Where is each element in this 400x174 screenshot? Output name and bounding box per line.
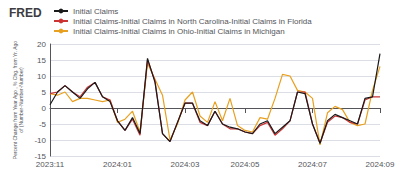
svg-text:of (Number-Number-Number): of (Number-Number-Number) xyxy=(18,67,24,133)
svg-text:15: 15 xyxy=(37,56,46,65)
svg-text:0: 0 xyxy=(42,104,47,113)
svg-text:-15: -15 xyxy=(34,151,46,161)
svg-text:FRED: FRED xyxy=(9,6,42,20)
svg-text:Percent Change from Year Ago ,: Percent Change from Year Ago , % Chg. fr… xyxy=(11,40,18,160)
svg-text:Initial Claims-Initial Claims: Initial Claims-Initial Claims in Ohio-In… xyxy=(73,27,285,36)
svg-text:2024:05: 2024:05 xyxy=(231,160,260,169)
svg-text:2024:03: 2024:03 xyxy=(171,160,200,169)
svg-text:10: 10 xyxy=(37,72,46,81)
svg-text:20: 20 xyxy=(37,40,46,49)
svg-text:2024:09: 2024:09 xyxy=(366,160,395,169)
svg-text:-5: -5 xyxy=(39,120,47,129)
svg-text:Initial Claims-Initial Claims: Initial Claims-Initial Claims in North C… xyxy=(73,17,312,26)
svg-text:-10: -10 xyxy=(34,136,46,145)
svg-text:Initial Claims: Initial Claims xyxy=(73,7,118,16)
svg-text:2024:01: 2024:01 xyxy=(103,160,132,169)
svg-text:2023:11: 2023:11 xyxy=(36,160,65,169)
svg-text:2024:07: 2024:07 xyxy=(298,160,327,169)
svg-text:5: 5 xyxy=(42,88,47,97)
